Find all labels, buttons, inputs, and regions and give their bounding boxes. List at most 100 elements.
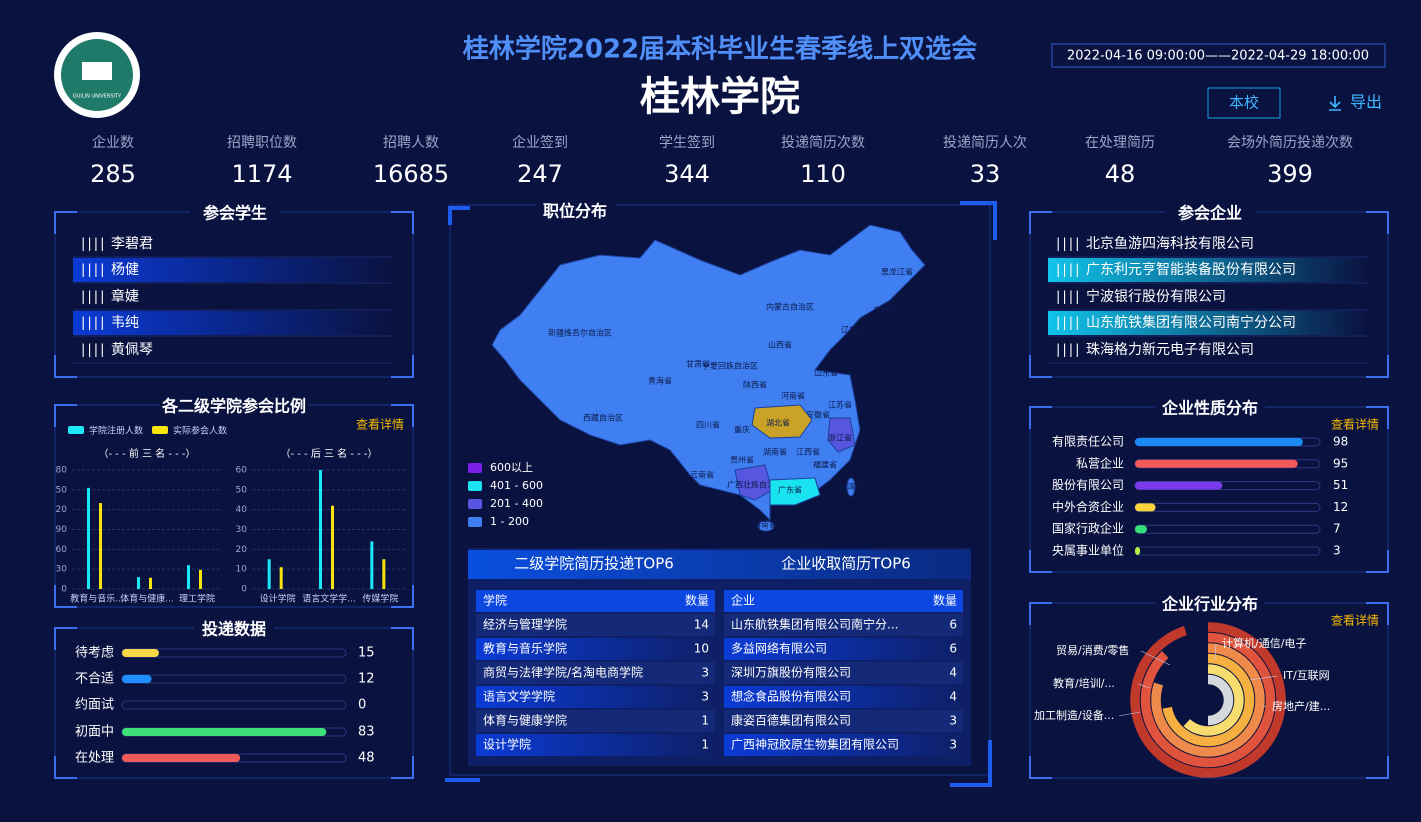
list-item[interactable]: 李碧君 — [111, 236, 153, 252]
table-cell: 康姿百德集团有限公司 — [731, 713, 851, 728]
table-header: 企业 — [731, 593, 755, 608]
province-label[interactable]: 西藏自治区 — [583, 413, 623, 423]
list-item[interactable]: 宁波银行股份有限公司 — [1086, 288, 1226, 305]
list-item[interactable]: 章婕 — [111, 288, 139, 305]
list-item[interactable]: 山东航铁集团有限公司南宁分公司 — [1086, 314, 1296, 331]
province-highlight[interactable] — [827, 417, 856, 453]
bar — [122, 649, 159, 657]
province-label[interactable]: 宁夏回族自治区 — [702, 361, 758, 371]
radial-bar[interactable] — [1130, 622, 1286, 778]
province-label[interactable]: 湖南省 — [763, 447, 787, 457]
province-label[interactable]: 山西省 — [768, 340, 792, 350]
province-label[interactable]: 吉林省 — [873, 305, 897, 315]
province-label[interactable]: 江西省 — [796, 447, 820, 457]
legend-swatch — [468, 517, 482, 527]
y-tick-label: 0 — [61, 585, 67, 595]
province-label[interactable]: 黑龙江省 — [881, 267, 913, 277]
province-label[interactable]: 山东省 — [814, 368, 838, 378]
province-label[interactable]: 云南省 — [690, 470, 714, 480]
province-label[interactable]: 河南省 — [781, 391, 805, 401]
list-item[interactable]: 杨健 — [111, 262, 139, 278]
y-tick-label: 20 — [236, 545, 248, 555]
table-cell: 教育与音乐学院 — [483, 641, 567, 656]
table-cell: 6 — [949, 642, 957, 656]
list-item[interactable]: 北京鱼游四海科技有限公司 — [1086, 235, 1254, 252]
bar-label: 在处理 — [75, 751, 114, 766]
leader-line — [1140, 650, 1171, 666]
radial-bar[interactable] — [1151, 643, 1265, 757]
province-label[interactable]: 广西壮族自治区 — [727, 480, 783, 490]
x-tick-label: 设计学院 — [260, 593, 296, 605]
province-label[interactable]: 湖北省 — [766, 418, 790, 428]
y-tick-label: 10 — [236, 565, 248, 575]
list-item[interactable]: 黄佩琴 — [111, 341, 153, 358]
province-label[interactable]: 广东省 — [778, 485, 802, 495]
province-label[interactable]: 浙江省 — [828, 433, 852, 443]
table-title: 企业收取简历TOP6 — [781, 555, 911, 573]
province-label[interactable]: 贵州省 — [730, 455, 754, 465]
panel-title: 参会学生 — [203, 204, 267, 223]
bar — [279, 567, 283, 589]
list-row-highlight — [1048, 311, 1368, 335]
bar-value: 51 — [1333, 478, 1348, 492]
province-label[interactable]: 四川省 — [696, 420, 720, 430]
province-highlight[interactable] — [751, 404, 813, 439]
bar — [382, 559, 386, 589]
category-label: 教育/培训/... — [1053, 676, 1115, 690]
radial-bar[interactable] — [1207, 674, 1234, 726]
list-bullet: |||| — [1056, 290, 1082, 305]
scope-button[interactable] — [1207, 87, 1281, 119]
detail-link[interactable]: 查看详情 — [356, 417, 404, 432]
list-item[interactable]: 广东利元亨智能装备股份有限公司 — [1086, 261, 1296, 278]
list-bullet: |||| — [81, 263, 107, 278]
radial-bar[interactable] — [1140, 632, 1276, 768]
detail-link[interactable]: 查看详情 — [1331, 417, 1379, 432]
table-cell: 商贸与法律学院/名淘电商学院 — [483, 665, 643, 680]
bar-label: 私营企业 — [1076, 455, 1124, 470]
province-label[interactable]: 辽宁省 — [841, 325, 865, 335]
panel-title-bg — [159, 397, 309, 413]
stat-label: 企业签到 — [512, 134, 568, 151]
province-highlight[interactable] — [734, 464, 773, 501]
province-label[interactable]: 安徽省 — [806, 410, 830, 420]
school-name: 桂林学院 — [640, 74, 800, 120]
list-bullet: |||| — [1056, 263, 1082, 278]
province-label[interactable]: 海南省 — [753, 520, 777, 530]
province-label[interactable]: 台湾省 — [839, 482, 863, 492]
list-row-highlight — [1048, 258, 1368, 282]
table-row-bg — [476, 710, 715, 732]
y-tick-label: 60 — [56, 545, 68, 555]
export-button[interactable]: 导出 — [1350, 93, 1382, 112]
radial-bar[interactable] — [1183, 664, 1244, 736]
stat-value: 48 — [1105, 160, 1136, 188]
bar-value: 12 — [1333, 500, 1348, 514]
stat-label: 企业数 — [92, 134, 134, 151]
province-label[interactable]: 甘肃省 — [686, 359, 710, 369]
y-tick-label: 0 — [241, 585, 247, 595]
x-tick-label: 传媒学院 — [362, 593, 398, 605]
list-bullet: |||| — [81, 237, 107, 252]
panel-title-bg — [535, 200, 615, 220]
bar-value: 95 — [1333, 456, 1348, 470]
province-label[interactable]: 新疆维吾尔自治区 — [548, 328, 612, 338]
y-tick-label: 20 — [56, 505, 68, 515]
province-label[interactable]: 陕西省 — [743, 380, 767, 390]
radial-bar[interactable] — [1162, 653, 1255, 747]
radial-center — [1198, 690, 1218, 710]
list-item[interactable]: 珠海格力新元电子有限公司 — [1086, 342, 1254, 358]
province-label[interactable]: 福建省 — [813, 460, 837, 470]
export-icon[interactable] — [1329, 96, 1341, 111]
chart-subtitle: （- - - 前 三 名 - - -） — [98, 447, 195, 460]
table-cell: 3 — [701, 690, 709, 704]
list-item[interactable]: 韦纯 — [111, 315, 139, 331]
province-label[interactable]: 重庆 — [734, 425, 750, 435]
province-label[interactable]: 内蒙古自治区 — [766, 302, 814, 312]
detail-link[interactable]: 查看详情 — [1331, 613, 1379, 628]
table-row-bg — [476, 686, 715, 708]
province-highlight[interactable] — [769, 477, 821, 506]
province-label[interactable]: 青海省 — [648, 376, 672, 386]
scope-button-label[interactable]: 本校 — [1229, 94, 1259, 112]
province-label[interactable]: 江苏省 — [828, 400, 852, 410]
